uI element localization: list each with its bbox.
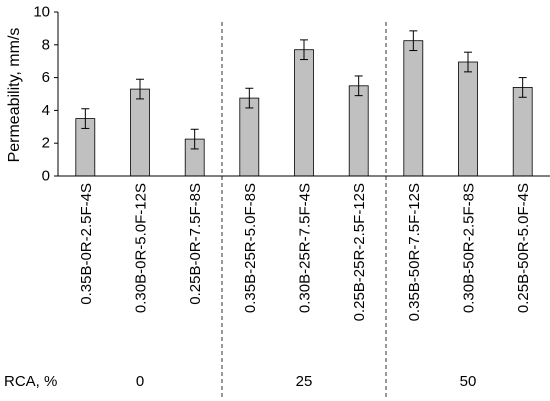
category-label: 0.30B-25R-7.5F-4S	[297, 183, 314, 313]
group-axis-title: RCA, %	[4, 373, 57, 390]
y-tick-label: 0	[42, 168, 50, 185]
y-tick-label: 10	[33, 4, 50, 21]
bar	[512, 87, 533, 177]
category-label: 0.30B-0R-5.0F-12S	[133, 183, 150, 313]
y-tick-label: 4	[42, 102, 50, 119]
group-label: 0	[136, 373, 144, 390]
bar	[403, 40, 424, 177]
category-label: 0.35B-0R-2.5F-4S	[78, 183, 95, 305]
category-label: 0.35B-50R-7.5F-12S	[406, 183, 423, 321]
bar	[458, 61, 478, 177]
group-label: 50	[460, 373, 477, 390]
bars	[75, 40, 533, 177]
labels: 0.35B-0R-2.5F-4S 0.30B-0R-5.0F-12S 0.25B-0…	[33, 4, 532, 391]
y-tick-label: 6	[42, 69, 50, 86]
axes	[54, 11, 550, 398]
error-bars	[81, 30, 527, 150]
category-label: 0.25B-50R-5.0F-4S	[515, 183, 532, 313]
category-label: 0.35B-25R-5.0F-8S	[242, 183, 259, 313]
category-label: 0.25B-25R-2.5F-12S	[351, 183, 368, 321]
bar	[239, 97, 260, 177]
category-label: 0.30B-50R-2.5F-8S	[461, 183, 478, 313]
bar	[130, 88, 150, 177]
y-tick-label: 8	[42, 36, 50, 53]
bar	[348, 85, 369, 177]
y-tick-label: 2	[42, 135, 50, 152]
bar	[294, 49, 314, 177]
group-label: 25	[296, 373, 313, 390]
category-label: 0.25B-0R-7.5F-8S	[187, 183, 204, 305]
y-axis-title: Permeability, mm/s	[6, 28, 23, 163]
